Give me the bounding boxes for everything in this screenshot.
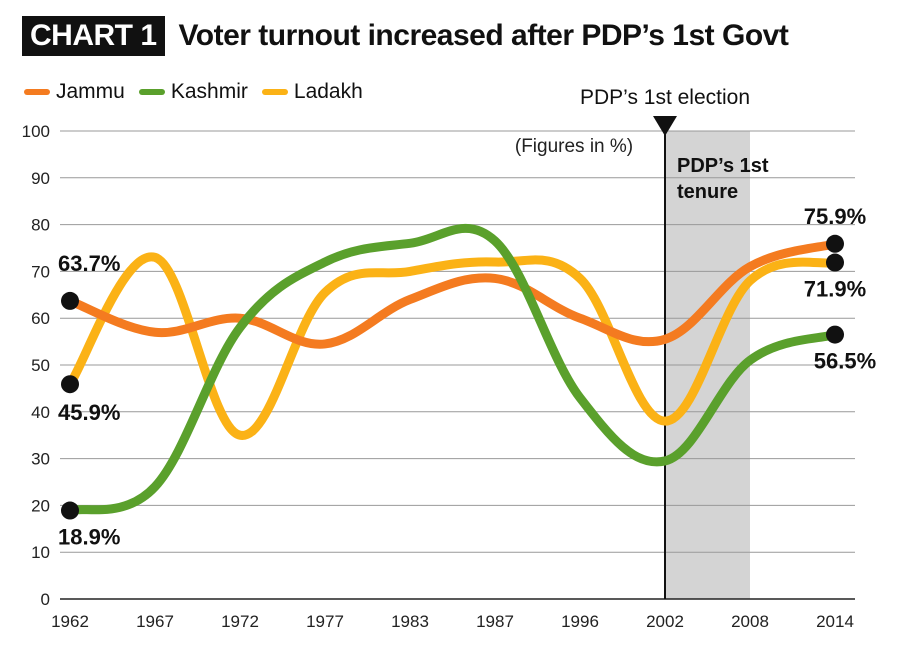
x-tick-label: 2014 xyxy=(816,612,854,631)
chart-badge: CHART 1 xyxy=(22,16,165,56)
y-tick-label: 10 xyxy=(31,543,50,562)
legend-label-jammu: Jammu xyxy=(56,80,125,103)
legend-label-kashmir: Kashmir xyxy=(170,80,248,103)
x-tick-label: 1977 xyxy=(306,612,344,631)
legend-item-jammu: Jammu xyxy=(24,80,125,104)
x-tick-label: 1972 xyxy=(221,612,259,631)
y-tick-label: 90 xyxy=(31,169,50,188)
legend-swatch-jammu xyxy=(24,89,50,95)
data-point-ladakh xyxy=(826,253,844,272)
series-line-kashmir xyxy=(65,223,840,516)
y-tick-label: 60 xyxy=(31,309,50,328)
data-label-kashmir: 56.5% xyxy=(814,349,876,374)
data-label-kashmir: 18.9% xyxy=(58,525,120,550)
election-marker-triangle xyxy=(653,116,677,136)
tenure-label-line2: tenure xyxy=(677,181,738,203)
legend-item-ladakh: Ladakh xyxy=(261,80,363,104)
x-tick-label: 2008 xyxy=(731,612,769,631)
y-tick-label: 20 xyxy=(31,496,50,515)
data-point-ladakh xyxy=(61,375,79,394)
x-tick-label: 2002 xyxy=(646,612,684,631)
y-tick-label: 50 xyxy=(31,356,50,375)
x-tick-label: 1996 xyxy=(561,612,599,631)
series-line-jammu xyxy=(65,239,840,349)
chart-header: CHART 1 Voter turnout increased after PD… xyxy=(22,14,789,58)
data-label-ladakh: 71.9% xyxy=(804,277,866,302)
x-tick-label: 1962 xyxy=(51,612,89,631)
x-tick-label: 1967 xyxy=(136,612,174,631)
y-tick-label: 70 xyxy=(31,262,50,281)
data-point-jammu xyxy=(826,234,844,253)
data-point-kashmir xyxy=(61,501,79,520)
y-tick-label: 0 xyxy=(41,590,50,609)
y-tick-label: 30 xyxy=(31,450,50,469)
data-label-jammu: 75.9% xyxy=(804,204,866,229)
figures-note: (Figures in %) xyxy=(515,136,633,157)
tenure-label-line1: PDP’s 1st xyxy=(677,155,769,177)
data-point-kashmir xyxy=(826,325,844,344)
legend-swatch-kashmir xyxy=(138,89,165,95)
chart-title: Voter turnout increased after PDP’s 1st … xyxy=(178,19,789,52)
data-point-jammu xyxy=(61,291,79,310)
y-tick-label: 40 xyxy=(31,403,50,422)
x-tick-label: 1983 xyxy=(391,612,429,631)
legend-label-ladakh: Ladakh xyxy=(293,80,363,103)
y-tick-label: 80 xyxy=(31,216,50,235)
series-line-ladakh xyxy=(65,252,840,440)
x-tick-label: 1987 xyxy=(476,612,514,631)
legend: Jammu Kashmir Ladakh xyxy=(24,80,377,104)
election-marker-label: PDP’s 1st election xyxy=(580,86,750,109)
y-tick-label: 100 xyxy=(22,122,50,141)
legend-swatch-ladakh xyxy=(261,89,288,95)
data-label-jammu: 63.7% xyxy=(58,251,120,276)
data-label-ladakh: 45.9% xyxy=(58,400,120,425)
legend-item-kashmir: Kashmir xyxy=(138,80,248,104)
